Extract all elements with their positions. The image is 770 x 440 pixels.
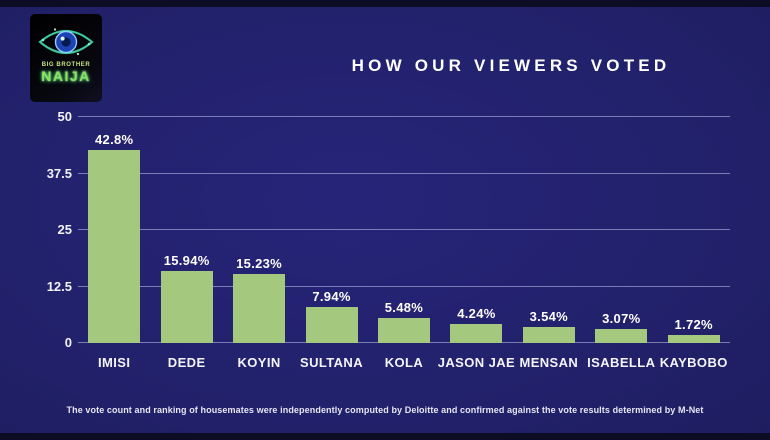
chart-title: HOW OUR VIEWERS VOTED: [351, 56, 671, 75]
big-brother-naija-logo: BIG BROTHER NAIJA: [30, 14, 102, 102]
bar-chart: 0 12.5 25 37.5 50 42.8% IMISI 15.94% DEDE 15.23%…: [0, 109, 770, 370]
bar-isabella: [595, 329, 648, 343]
bar-slot: 7.94% SULTANA: [295, 117, 367, 370]
category-label: ISABELLA: [587, 355, 656, 370]
bottom-letterbox-strip: [0, 433, 770, 440]
bar-sultana: [305, 307, 358, 343]
bar-slot: 42.8% IMISI: [78, 117, 150, 370]
bars-row: 42.8% IMISI 15.94% DEDE 15.23% KOYIN 7.94% SULT…: [78, 117, 730, 370]
category-label: SULTANA: [300, 355, 364, 370]
gridline: [78, 285, 730, 287]
gridline: [78, 172, 730, 174]
bar-slot: 5.48% KOLA: [368, 117, 440, 370]
y-tick-label: 37.5: [46, 165, 72, 181]
bar-kola: [377, 318, 430, 343]
big-brother-eye-icon: [38, 28, 94, 56]
bar-value-label: 3.54%: [529, 309, 569, 324]
bar-value-label: 15.94%: [163, 252, 210, 268]
logo-text-naija: NAIJA: [41, 68, 91, 84]
bar-value-label: 3.07%: [602, 311, 641, 327]
category-label: JASON JAE: [437, 355, 516, 370]
bar-mensan: [522, 327, 575, 343]
bar-slot: 4.24% JASON JAE: [438, 117, 515, 370]
bar-jason-jae: [450, 323, 503, 343]
logo-text-big-brother: BIG BROTHER: [41, 62, 91, 68]
y-tick-label: 0: [64, 335, 72, 350]
bar-slot: 3.54% MENSAN: [513, 117, 585, 370]
bar-kaybobo: [667, 335, 720, 343]
plot-area: 42.8% IMISI 15.94% DEDE 15.23% KOYIN 7.94% SULT…: [78, 116, 730, 370]
bar-slot: 1.72% KAYBOBO: [658, 117, 730, 370]
category-label: MENSAN: [519, 355, 579, 370]
gridline: [78, 229, 730, 230]
top-letterbox-strip: [0, 0, 770, 7]
y-tick-label: 50: [57, 109, 72, 124]
y-tick-label: 12.5: [46, 278, 72, 294]
bar-imisi: [88, 149, 141, 343]
bar-value-label: 4.24%: [457, 305, 496, 321]
bar-value-label: 5.48%: [384, 300, 424, 316]
category-label: IMISI: [98, 355, 131, 370]
bar-dede: [160, 270, 213, 343]
category-label: DEDE: [167, 355, 206, 370]
category-label: KAYBOBO: [659, 355, 728, 370]
bar-slot: 15.23% KOYIN: [223, 117, 295, 370]
bar-value-label: 1.72%: [674, 317, 713, 333]
bar-koyin: [233, 274, 286, 343]
category-label: KOLA: [384, 355, 424, 370]
bar-slot: 15.94% DEDE: [150, 117, 222, 370]
y-tick-label: 25: [57, 222, 72, 237]
bar-value-label: 42.8%: [95, 131, 134, 147]
bar-value-label: 7.94%: [312, 289, 351, 305]
bar-value-label: 15.23%: [236, 256, 283, 272]
category-label: KOYIN: [237, 355, 281, 370]
gridline: [78, 116, 730, 117]
y-axis: 0 12.5 25 37.5 50: [0, 109, 72, 350]
bar-slot: 3.07% ISABELLA: [585, 117, 657, 370]
disclaimer-note: The vote count and ranking of housemates…: [66, 405, 704, 415]
